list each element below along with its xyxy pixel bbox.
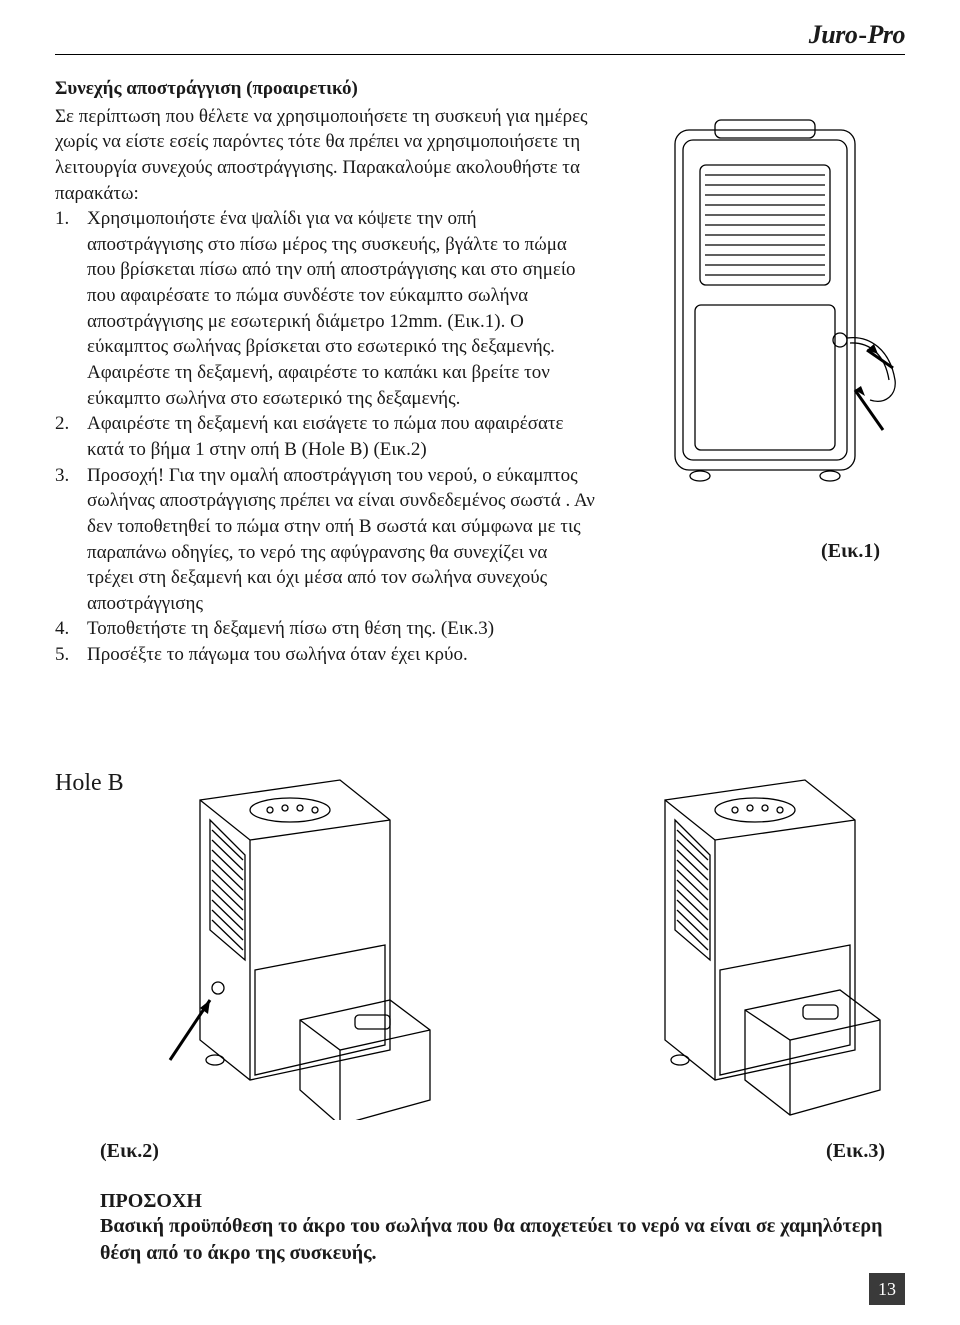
figure-2-caption: (Εικ.2) [100,1140,159,1163]
section-intro: Σε περίπτωση που θέλετε να χρησιμοποιήσε… [55,104,595,207]
hole-b-label: Hole B [55,770,124,797]
warning-body: Βασική προϋπόθεση το άκρο του σωλήνα που… [100,1213,905,1267]
figure-2 [120,760,460,1120]
device-tank-insert-illustration [605,760,905,1120]
warning-title: ΠΡΟΣΟΧΗ [100,1190,905,1213]
brand-logo: Juro-Pro [809,20,905,50]
brand-part2: Pro [868,20,906,49]
figure-3 [605,760,905,1120]
figure-3-caption: (Εικ.3) [826,1140,885,1163]
device-rear-illustration [645,110,905,510]
figure-1-caption: (Εικ.1) [821,540,880,563]
step-item: Προσέξτε το πάγωμα του σωλήνα όταν έχει … [55,642,595,668]
brand-part1: Juro [809,20,858,49]
section-title: Συνεχής αποστράγγιση (προαιρετικό) [55,76,595,102]
main-text-column: Συνεχής αποστράγγιση (προαιρετικό) Σε πε… [55,76,595,668]
step-item: Χρησιμοποιήστε ένα ψαλίδι για να κόψετε … [55,206,595,411]
device-tank-removed-illustration [120,760,460,1120]
step-item: Αφαιρέστε τη δεξαμενή και εισάγετε το πώ… [55,411,595,462]
header-rule [55,54,905,55]
step-item: Τοποθετήστε τη δεξαμενή πίσω στη θέση τη… [55,616,595,642]
brand-dash: - [858,20,866,49]
figure-1 [645,110,905,540]
page-number: 13 [869,1273,905,1305]
warning-block: ΠΡΟΣΟΧΗ Βασική προϋπόθεση το άκρο του σω… [100,1190,905,1267]
steps-list: Χρησιμοποιήστε ένα ψαλίδι για να κόψετε … [55,206,595,668]
step-item: Προσοχή! Για την ομαλή αποστράγγιση του … [55,463,595,617]
